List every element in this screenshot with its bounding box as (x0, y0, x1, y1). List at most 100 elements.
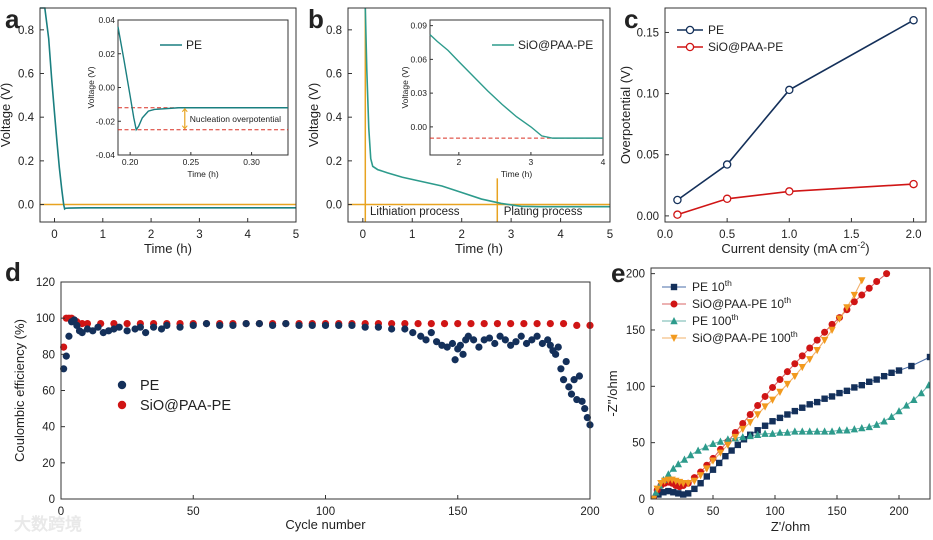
panel-e-xtick-label: 50 (707, 506, 720, 518)
panel-e-data-point (821, 328, 829, 336)
panel-d-data-point (501, 336, 509, 344)
panel-e-data-point (697, 480, 704, 487)
panel-d-data-point (559, 319, 568, 328)
panel-c-xlabel-main: Current density (mA cm (721, 241, 857, 256)
panel-d-data-point (583, 414, 591, 422)
panel-d-data-point (255, 319, 263, 328)
panel-c-ytick-label: 0.10 (637, 89, 659, 101)
panel-c-data-point (909, 15, 918, 25)
panel-c-ytick-label: 0.00 (637, 211, 659, 223)
panel-d-data-point (65, 332, 73, 340)
panel-c-ylabel: Overpotential (V) (618, 66, 633, 164)
panel-b-inset-xtick-label: 4 (601, 157, 606, 167)
panel-e-data-point (835, 426, 844, 434)
panel-e-data-point (835, 315, 844, 323)
panel-e-data-point (776, 388, 784, 396)
panel-d-data-point (451, 356, 459, 364)
panel-d-data-point (485, 334, 494, 342)
panel-d-data-point (533, 319, 541, 328)
panel-d-data-point (573, 321, 581, 329)
panel-d-data-point (507, 341, 515, 349)
panel-d-data-point (557, 365, 565, 373)
panel-d-data-point (432, 338, 441, 346)
panel-e-data-point (703, 473, 710, 480)
panel-e-xtick-label: 0 (648, 506, 654, 518)
panel-c-ytick-label: 0.15 (637, 27, 659, 39)
panel-e-data-point (806, 356, 814, 364)
panel-e-data-point (651, 495, 658, 499)
panel-a-label: a (5, 4, 20, 34)
panel-d-data-point (401, 319, 409, 328)
panel-e-data-point (684, 480, 692, 488)
panel-e-data-point (902, 401, 911, 409)
panel-b-inset-curve (429, 34, 603, 139)
panel-d-data-point (335, 321, 343, 329)
panel-e-data-point (761, 429, 769, 437)
panel-e-legend-marker (670, 300, 678, 308)
panel-e-data-point (799, 404, 806, 411)
panel-a-ytick-label: 0.6 (18, 69, 34, 81)
panel-c-legend-text: PE (708, 23, 724, 37)
panel-d-data-point (374, 323, 382, 331)
panel-e-data-point (851, 384, 858, 391)
panel-e-data-point (754, 401, 762, 409)
panel-d-ytick-label: 60 (42, 386, 55, 398)
panel-e-data-point (820, 336, 829, 345)
panel-e-data-point (828, 393, 836, 400)
panel-d-data-point (552, 350, 560, 358)
panel-e-data-point (791, 372, 799, 381)
panel-e-series-line (652, 280, 863, 499)
panel-b-inset-ytick-label: 0.03 (410, 88, 427, 98)
panel-e-label: e (611, 258, 625, 288)
panel-e-legend-text: PE 100th (692, 312, 739, 328)
panel-a-xtick-label: 4 (244, 229, 251, 241)
panel-a-xtick-label: 0 (51, 229, 57, 241)
panel-e-data-point (746, 419, 754, 427)
panel-d-data-point (149, 323, 158, 331)
panel-e-data-point (828, 320, 836, 328)
panel-b-ytick-label: 0.4 (326, 112, 343, 124)
panel-e-data-point (690, 477, 699, 485)
panel-e-data-point (776, 414, 784, 422)
panel-e-data-point (880, 372, 888, 380)
panel-e-data-point (731, 433, 740, 442)
panel-e-data-point (768, 396, 777, 404)
panel-d-data-point (62, 352, 70, 360)
panel-e-data-point (917, 389, 926, 397)
panel-e-data-point (910, 395, 918, 404)
panel-e-legend-marker (670, 283, 678, 291)
panel-e-data-point (703, 465, 711, 473)
panel-a-ytick-label: 0.2 (18, 156, 34, 168)
panel-a-ytick-label: 0.0 (18, 200, 34, 212)
panel-e-data-point (783, 380, 792, 389)
panel-d-data-point (321, 321, 330, 329)
panel-b-ytick-label: 0.8 (326, 25, 342, 37)
panel-e-data-point (798, 363, 806, 372)
panel-d-data-point (94, 323, 102, 331)
panel-e-data-point (850, 298, 858, 306)
panel-e-data-point (696, 472, 705, 480)
panel-a-xtick-label: 1 (100, 229, 106, 241)
panel-b-xtick-label: 1 (409, 229, 415, 241)
panel-d-data-point (388, 325, 396, 333)
panel-b-inset-ylabel: Voltage (V) (400, 66, 410, 108)
panel-e-data-point (850, 425, 859, 433)
panel-d-legend-text: PE (140, 378, 160, 394)
panel-e-xtick-label: 200 (889, 506, 908, 518)
panel-e-data-point (680, 491, 687, 498)
panel-d-label: d (5, 257, 21, 287)
panel-b-xtick-label: 2 (458, 229, 464, 241)
panel-b-region-label: Lithiation process (370, 206, 460, 218)
panel-e-data-point (701, 443, 710, 451)
panel-e-data-point (887, 412, 896, 420)
panel-d-data-point (176, 323, 184, 331)
panel-d-data-point (554, 343, 562, 351)
panel-e-data-point (895, 367, 903, 374)
panel-a-inset-xtick-label: 0.20 (122, 157, 139, 167)
panel-e-legend-sup: th (725, 278, 732, 288)
panel-e-data-point (679, 480, 687, 488)
panel-e-data-point (660, 489, 667, 496)
panel-d-data-point (269, 321, 277, 329)
panel-e-data-point (813, 427, 821, 435)
